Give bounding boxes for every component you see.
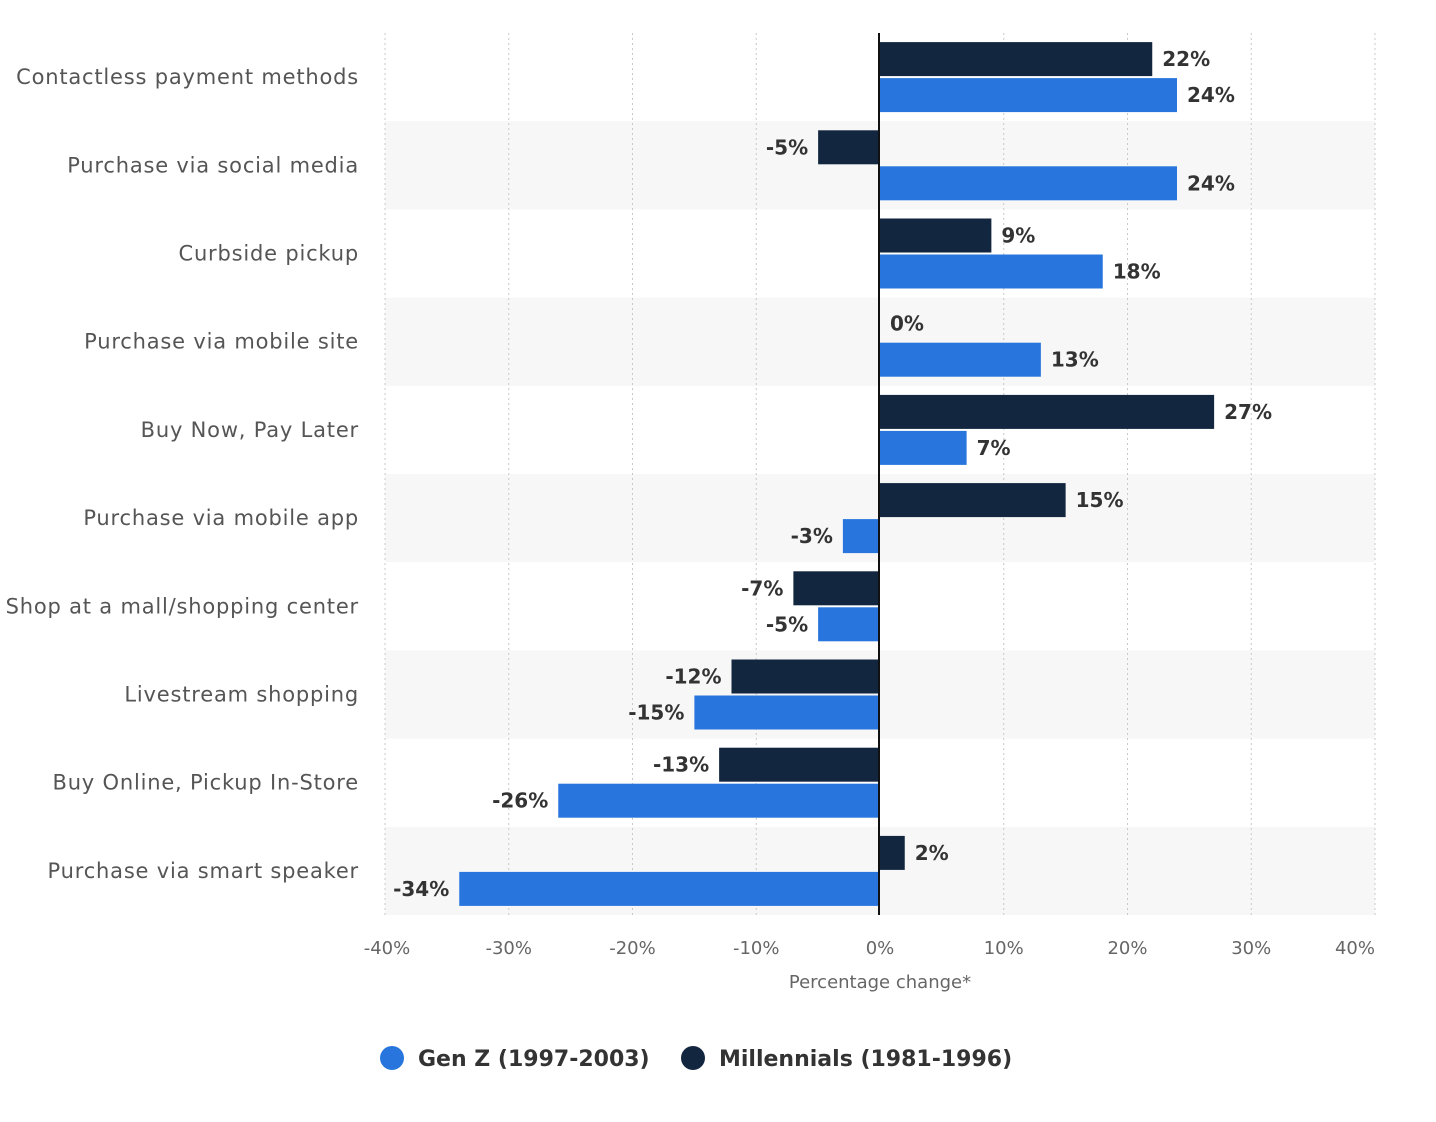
bar-millennials (719, 747, 880, 782)
legend-label: Millennials (1981-1996) (719, 1047, 1012, 1072)
category-label: Curbside pickup (178, 242, 359, 266)
data-label-millennials: 27% (1224, 400, 1272, 424)
data-label-millennials: 2% (915, 841, 949, 865)
data-label-millennials: 9% (1001, 224, 1035, 248)
bar-gen-z (558, 783, 880, 818)
category-label: Purchase via mobile app (83, 506, 359, 530)
data-label-gen-z: 24% (1187, 171, 1235, 195)
data-label-gen-z: 13% (1051, 348, 1099, 372)
data-label-gen-z: 24% (1187, 83, 1235, 107)
bar-gen-z (880, 78, 1177, 113)
data-label-millennials: -7% (741, 576, 783, 600)
bar-gen-z (880, 166, 1177, 201)
x-tick-label: 0% (866, 938, 895, 959)
bar-millennials (880, 394, 1215, 429)
bar-gen-z (459, 871, 880, 906)
bar-gen-z (880, 342, 1041, 377)
bar-millennials (818, 130, 880, 165)
category-label: Purchase via mobile site (84, 330, 359, 354)
category-label: Contactless payment methods (16, 65, 359, 89)
bar-gen-z (842, 519, 880, 554)
data-label-millennials: 15% (1076, 488, 1124, 512)
legend-marker (681, 1046, 705, 1070)
x-tick-label: 40% (1335, 938, 1375, 959)
x-tick-label: -10% (733, 938, 780, 959)
data-label-millennials: -5% (766, 135, 808, 159)
data-label-gen-z: -15% (628, 701, 684, 725)
category-labels: Contactless payment methods Purchase via … (6, 65, 359, 883)
bar-gen-z (694, 695, 880, 730)
x-tick-label: 30% (1231, 938, 1271, 959)
data-label-millennials: -12% (665, 665, 721, 689)
category-label: Purchase via social media (67, 153, 359, 177)
data-label-gen-z: -3% (791, 524, 833, 548)
bar-millennials (880, 42, 1153, 77)
data-label-gen-z: -34% (393, 877, 449, 901)
x-axis-title: Percentage change* (789, 972, 971, 993)
category-label: Buy Online, Pickup In-Store (52, 771, 359, 795)
data-labels: 22% 24% -5% 24% 9% 18% 0% 13% 27% 7% 15% -3% -7% -5% -… (393, 47, 1272, 901)
x-tick-label: 20% (1107, 938, 1147, 959)
data-label-gen-z: 18% (1113, 260, 1161, 284)
bar-millennials (731, 659, 880, 694)
legend-label: Gen Z (1997-2003) (418, 1047, 650, 1072)
data-label-millennials: 0% (890, 312, 924, 336)
bar-millennials (880, 483, 1066, 518)
category-label: Purchase via smart speaker (48, 859, 359, 883)
legend-marker (380, 1046, 404, 1070)
category-label: Livestream shopping (124, 683, 359, 707)
bar-gen-z (880, 430, 967, 465)
legend: Gen Z (1997-2003) Millennials (1981-1996) (380, 1046, 1012, 1072)
x-tick-label: -40% (364, 938, 411, 959)
x-tick-label: -30% (485, 938, 532, 959)
x-tick-label: 10% (984, 938, 1024, 959)
data-label-gen-z: -26% (492, 789, 548, 813)
data-label-millennials: -13% (653, 753, 709, 777)
bar-gen-z (818, 607, 880, 642)
bar-millennials (880, 218, 992, 253)
x-tick-labels: -40% -30% -20% -10% 0% 10% 20% 30% 40% (364, 938, 1375, 959)
bar-millennials (793, 571, 880, 606)
bars (459, 42, 1215, 906)
bar-millennials (880, 835, 905, 870)
category-label: Buy Now, Pay Later (141, 418, 359, 442)
data-label-gen-z: 7% (977, 436, 1011, 460)
x-tick-label: -20% (609, 938, 656, 959)
bar-gen-z (880, 254, 1103, 289)
data-label-millennials: 22% (1162, 47, 1210, 71)
category-label: Shop at a mall/shopping center (6, 594, 359, 618)
data-label-gen-z: -5% (766, 612, 808, 636)
